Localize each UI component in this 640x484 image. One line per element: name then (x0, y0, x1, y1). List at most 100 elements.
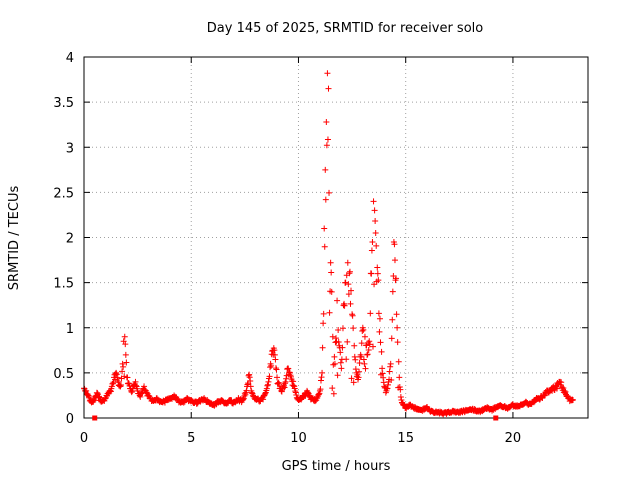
y-tick-label: 1.5 (53, 277, 74, 292)
data-point (344, 259, 351, 266)
y-tick-label: 4 (66, 51, 74, 66)
data-point (391, 241, 398, 248)
data-point (346, 268, 353, 275)
data-point (282, 378, 289, 385)
data-point (321, 225, 328, 232)
data-point (360, 326, 367, 333)
data-point (380, 374, 387, 381)
data-point (368, 247, 375, 254)
data-point (108, 385, 115, 392)
data-point (553, 385, 560, 392)
y-tick-label: 2 (66, 232, 74, 247)
data-point (109, 380, 116, 387)
data-point (262, 390, 269, 397)
data-point (323, 118, 330, 125)
data-point (375, 310, 382, 317)
data-point (358, 340, 365, 347)
data-point (337, 349, 344, 356)
data-point (386, 368, 393, 375)
data-point (329, 333, 336, 340)
data-point (349, 312, 356, 319)
data-point (376, 315, 383, 322)
data-point (86, 394, 93, 401)
data-point (371, 207, 378, 214)
data-point (373, 242, 380, 249)
data-point (290, 382, 297, 389)
data-point (291, 385, 298, 392)
data-point (113, 371, 120, 378)
data-point (330, 390, 337, 397)
baseline-markers (92, 415, 499, 421)
data-point (265, 378, 272, 385)
data-point (341, 302, 348, 309)
x-tick-label: 0 (80, 431, 88, 446)
x-axis-label: GPS time / hours (282, 459, 391, 474)
x-tick-label: 15 (397, 431, 414, 446)
data-point (369, 239, 376, 246)
data-point (246, 371, 253, 378)
data-point (114, 377, 121, 384)
data-point (397, 386, 404, 393)
data-point (340, 302, 347, 309)
data-point (121, 373, 128, 380)
data-point (91, 396, 98, 403)
data-point (318, 374, 325, 381)
data-point (365, 347, 372, 354)
x-tick-label: 10 (290, 431, 307, 446)
data-point (137, 393, 144, 400)
data-point (330, 361, 337, 368)
data-point (374, 264, 381, 271)
data-point (394, 324, 401, 331)
data-point (345, 281, 352, 288)
data-point (326, 189, 333, 196)
data-point (372, 229, 379, 236)
data-point (272, 365, 279, 372)
data-point (133, 382, 140, 389)
data-point (398, 396, 405, 403)
y-tick-label: 1 (66, 322, 74, 337)
y-tick-label: 2.5 (53, 186, 74, 201)
data-point (319, 369, 326, 376)
data-point (293, 391, 300, 398)
data-point (272, 356, 279, 363)
data-point (560, 384, 567, 391)
data-point (361, 360, 368, 367)
data-point (289, 382, 296, 389)
data-point (384, 385, 391, 392)
data-point (331, 353, 338, 360)
data-point (562, 388, 569, 395)
data-point (123, 359, 130, 366)
data-point (338, 365, 345, 372)
data-point (364, 351, 371, 358)
data-point (90, 397, 97, 404)
data-point (370, 198, 377, 205)
data-point (350, 379, 357, 386)
data-point (362, 365, 369, 372)
y-tick-label: 0.5 (53, 367, 74, 382)
data-point (281, 384, 288, 391)
data-point (268, 362, 275, 369)
data-point (568, 397, 575, 404)
data-point (352, 356, 359, 363)
data-point (351, 353, 358, 360)
data-point (385, 381, 392, 388)
data-point (569, 396, 576, 403)
data-point (316, 390, 323, 397)
data-point (273, 366, 280, 373)
data-point (339, 325, 346, 332)
data-point (286, 369, 293, 376)
data-point (122, 351, 129, 358)
data-point (375, 277, 382, 284)
data-point (558, 379, 565, 386)
data-point (334, 372, 341, 379)
data-point (247, 383, 254, 390)
data-point (96, 394, 103, 401)
data-point (377, 339, 384, 346)
data-point (379, 370, 386, 377)
data-point (348, 287, 355, 294)
baseline-marker (493, 415, 499, 421)
data-point (119, 368, 126, 375)
data-point (323, 142, 330, 149)
data-point (347, 300, 354, 307)
